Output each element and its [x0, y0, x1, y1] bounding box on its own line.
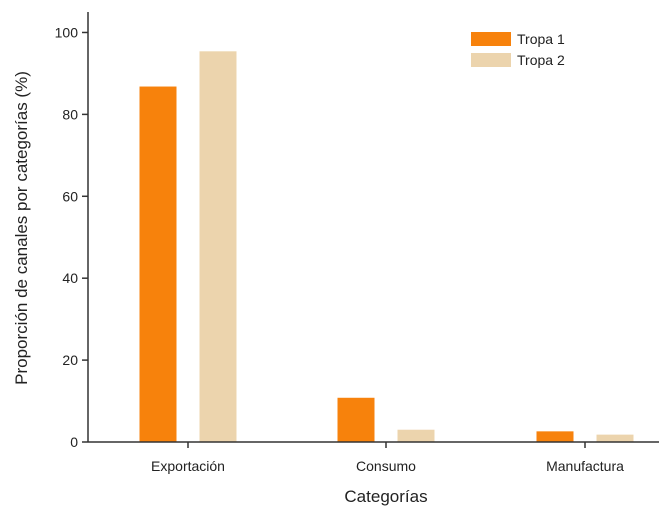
legend-label: Tropa 2: [517, 52, 565, 68]
x-axis-title: Categorías: [344, 487, 427, 506]
bar-tropa-2-manufactura: [596, 434, 634, 442]
x-tick-label: Consumo: [356, 458, 416, 474]
y-tick-label: 40: [62, 270, 78, 286]
bar-tropa-1-manufactura: [536, 431, 574, 442]
legend: Tropa 1 Tropa 2: [471, 31, 565, 68]
y-axis-title: Proporción de canales por categorías (%): [12, 71, 31, 385]
bar-tropa-1-consumo: [337, 397, 375, 442]
x-tick-label: Manufactura: [546, 458, 624, 474]
legend-swatch: [471, 53, 511, 67]
x-tick-label: Exportación: [151, 458, 225, 474]
bar-tropa-2-exportación: [199, 51, 237, 443]
legend-swatch: [471, 32, 511, 46]
y-tick-label: 60: [62, 188, 78, 204]
bars-group: [139, 51, 634, 443]
y-ticks-group: 0 20 40 60 80 100: [55, 24, 88, 450]
x-ticks-group: Exportación Consumo Manufactura: [151, 442, 624, 474]
y-tick-label: 20: [62, 352, 78, 368]
y-tick-label: 80: [62, 106, 78, 122]
y-tick-label: 0: [70, 434, 78, 450]
bar-tropa-1-exportación: [139, 86, 177, 443]
bar-tropa-2-consumo: [397, 429, 435, 442]
y-tick-label: 100: [55, 24, 79, 40]
legend-label: Tropa 1: [517, 31, 565, 47]
